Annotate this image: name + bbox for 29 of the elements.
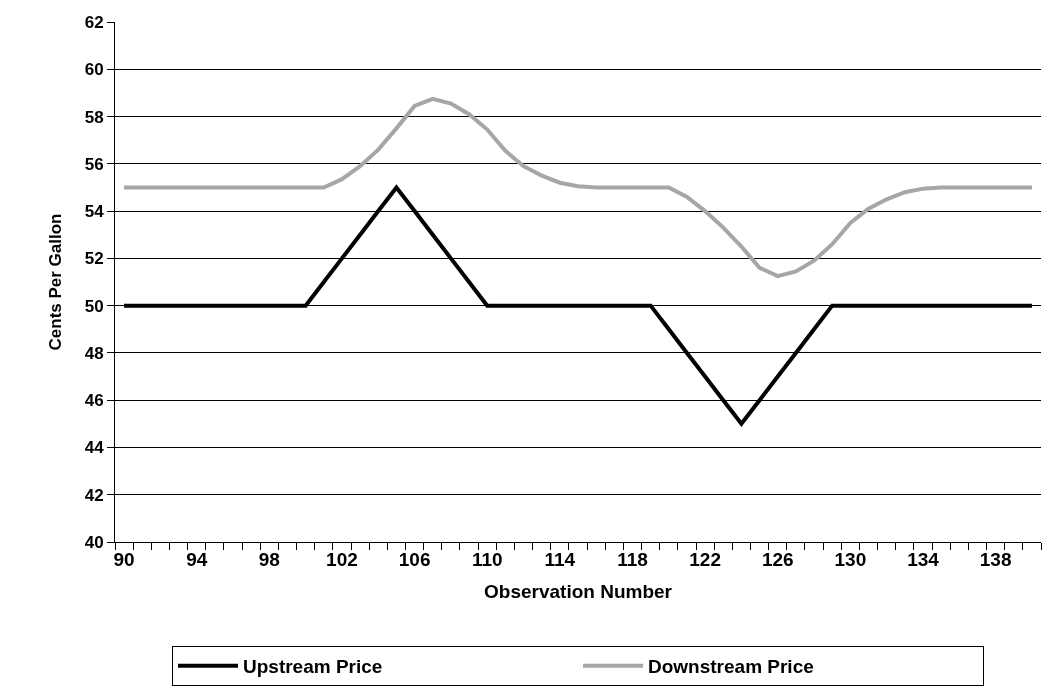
x-tick-label: 118 [617, 548, 648, 570]
y-tick-label: 62 [84, 12, 104, 32]
x-tick-label: 106 [398, 548, 431, 570]
y-tick-label: 50 [84, 296, 104, 316]
x-tick-label: 134 [907, 548, 940, 570]
x-tick-label: 114 [544, 548, 576, 570]
legend-label: Upstream Price [243, 656, 383, 678]
y-tick-label: 44 [84, 438, 105, 458]
x-tick-label: 94 [186, 548, 208, 570]
y-axis-title: Cents Per Gallon [46, 213, 66, 351]
x-tick-label: 122 [689, 548, 721, 570]
y-tick-label: 46 [84, 391, 104, 411]
y-tick-label: 56 [84, 154, 104, 174]
y-tick-label: 52 [84, 249, 104, 269]
x-tick-label: 90 [113, 548, 135, 570]
y-tick-label: 54 [84, 202, 105, 222]
x-tick-label: 138 [979, 548, 1012, 570]
legend-label: Downstream Price [648, 656, 814, 678]
x-tick-label: 110 [471, 548, 503, 570]
y-tick-label: 40 [84, 532, 104, 552]
y-tick-label: 48 [84, 343, 104, 363]
y-tick-label: 42 [84, 485, 104, 505]
x-tick-label: 126 [761, 548, 794, 570]
x-tick-label: 98 [258, 548, 280, 570]
y-tick-label: 58 [84, 107, 104, 127]
x-tick-label: 102 [326, 548, 358, 570]
x-tick-label: 130 [834, 548, 867, 570]
y-tick-label: 60 [84, 60, 104, 80]
x-axis-title: Observation Number [484, 580, 673, 602]
